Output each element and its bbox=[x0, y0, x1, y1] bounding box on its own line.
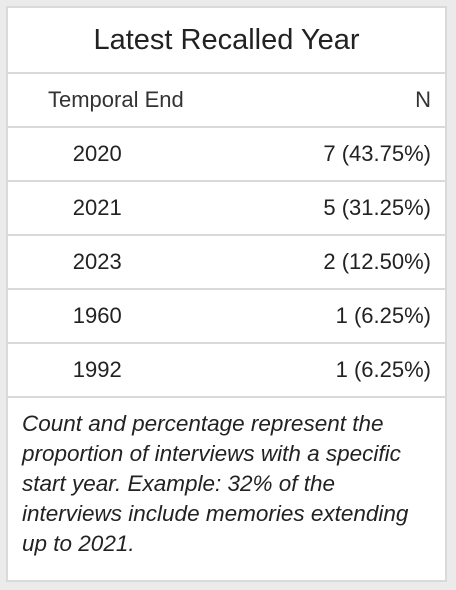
table-row: 1992 1 (6.25%) bbox=[6, 342, 447, 398]
row-year: 2023 bbox=[6, 234, 227, 290]
footnote-row: Count and percentage represent the propo… bbox=[6, 396, 447, 582]
row-count: 7 (43.75%) bbox=[226, 126, 447, 182]
table-row: 2023 2 (12.50%) bbox=[6, 234, 447, 290]
column-header-row: Temporal End N bbox=[6, 72, 447, 128]
row-count: 1 (6.25%) bbox=[226, 288, 447, 344]
summary-table: Latest Recalled Year Temporal End N 2020… bbox=[6, 6, 447, 582]
row-year: 1992 bbox=[6, 342, 227, 398]
row-count: 2 (12.50%) bbox=[226, 234, 447, 290]
table-title: Latest Recalled Year bbox=[6, 6, 447, 74]
table-footnote: Count and percentage represent the propo… bbox=[6, 396, 447, 582]
row-count: 5 (31.25%) bbox=[226, 180, 447, 236]
row-year: 2021 bbox=[6, 180, 227, 236]
row-year: 1960 bbox=[6, 288, 227, 344]
table-row: 2020 7 (43.75%) bbox=[6, 126, 447, 182]
row-count: 1 (6.25%) bbox=[226, 342, 447, 398]
column-header-n: N bbox=[226, 72, 447, 128]
column-header-temporal-end: Temporal End bbox=[6, 72, 227, 128]
table-row: 1960 1 (6.25%) bbox=[6, 288, 447, 344]
row-year: 2020 bbox=[6, 126, 227, 182]
table-row: 2021 5 (31.25%) bbox=[6, 180, 447, 236]
table-title-row: Latest Recalled Year bbox=[6, 6, 447, 74]
